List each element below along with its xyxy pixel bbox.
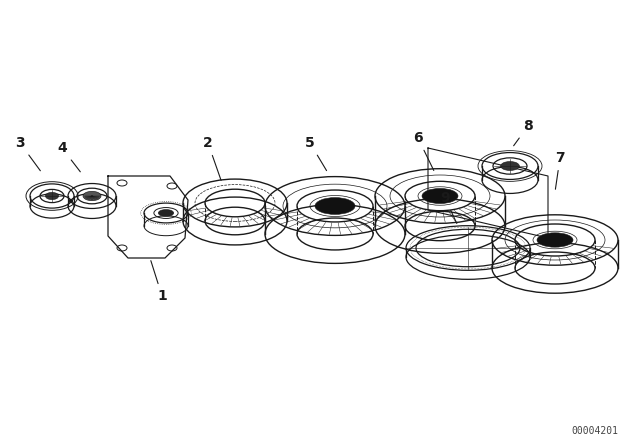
Ellipse shape (83, 191, 101, 201)
Text: 7: 7 (555, 151, 565, 189)
Text: 4: 4 (57, 141, 80, 172)
Text: 2: 2 (203, 136, 221, 181)
Text: 8: 8 (514, 119, 533, 146)
Text: 3: 3 (15, 136, 40, 171)
Text: 6: 6 (413, 131, 434, 171)
Ellipse shape (422, 189, 458, 203)
Text: 9: 9 (440, 191, 457, 224)
Ellipse shape (537, 233, 573, 247)
Ellipse shape (158, 210, 173, 216)
Text: 1: 1 (151, 261, 167, 303)
Text: 5: 5 (305, 136, 326, 171)
Text: 00004201: 00004201 (571, 426, 618, 436)
Ellipse shape (45, 192, 59, 200)
Ellipse shape (500, 162, 519, 171)
Ellipse shape (315, 198, 355, 215)
